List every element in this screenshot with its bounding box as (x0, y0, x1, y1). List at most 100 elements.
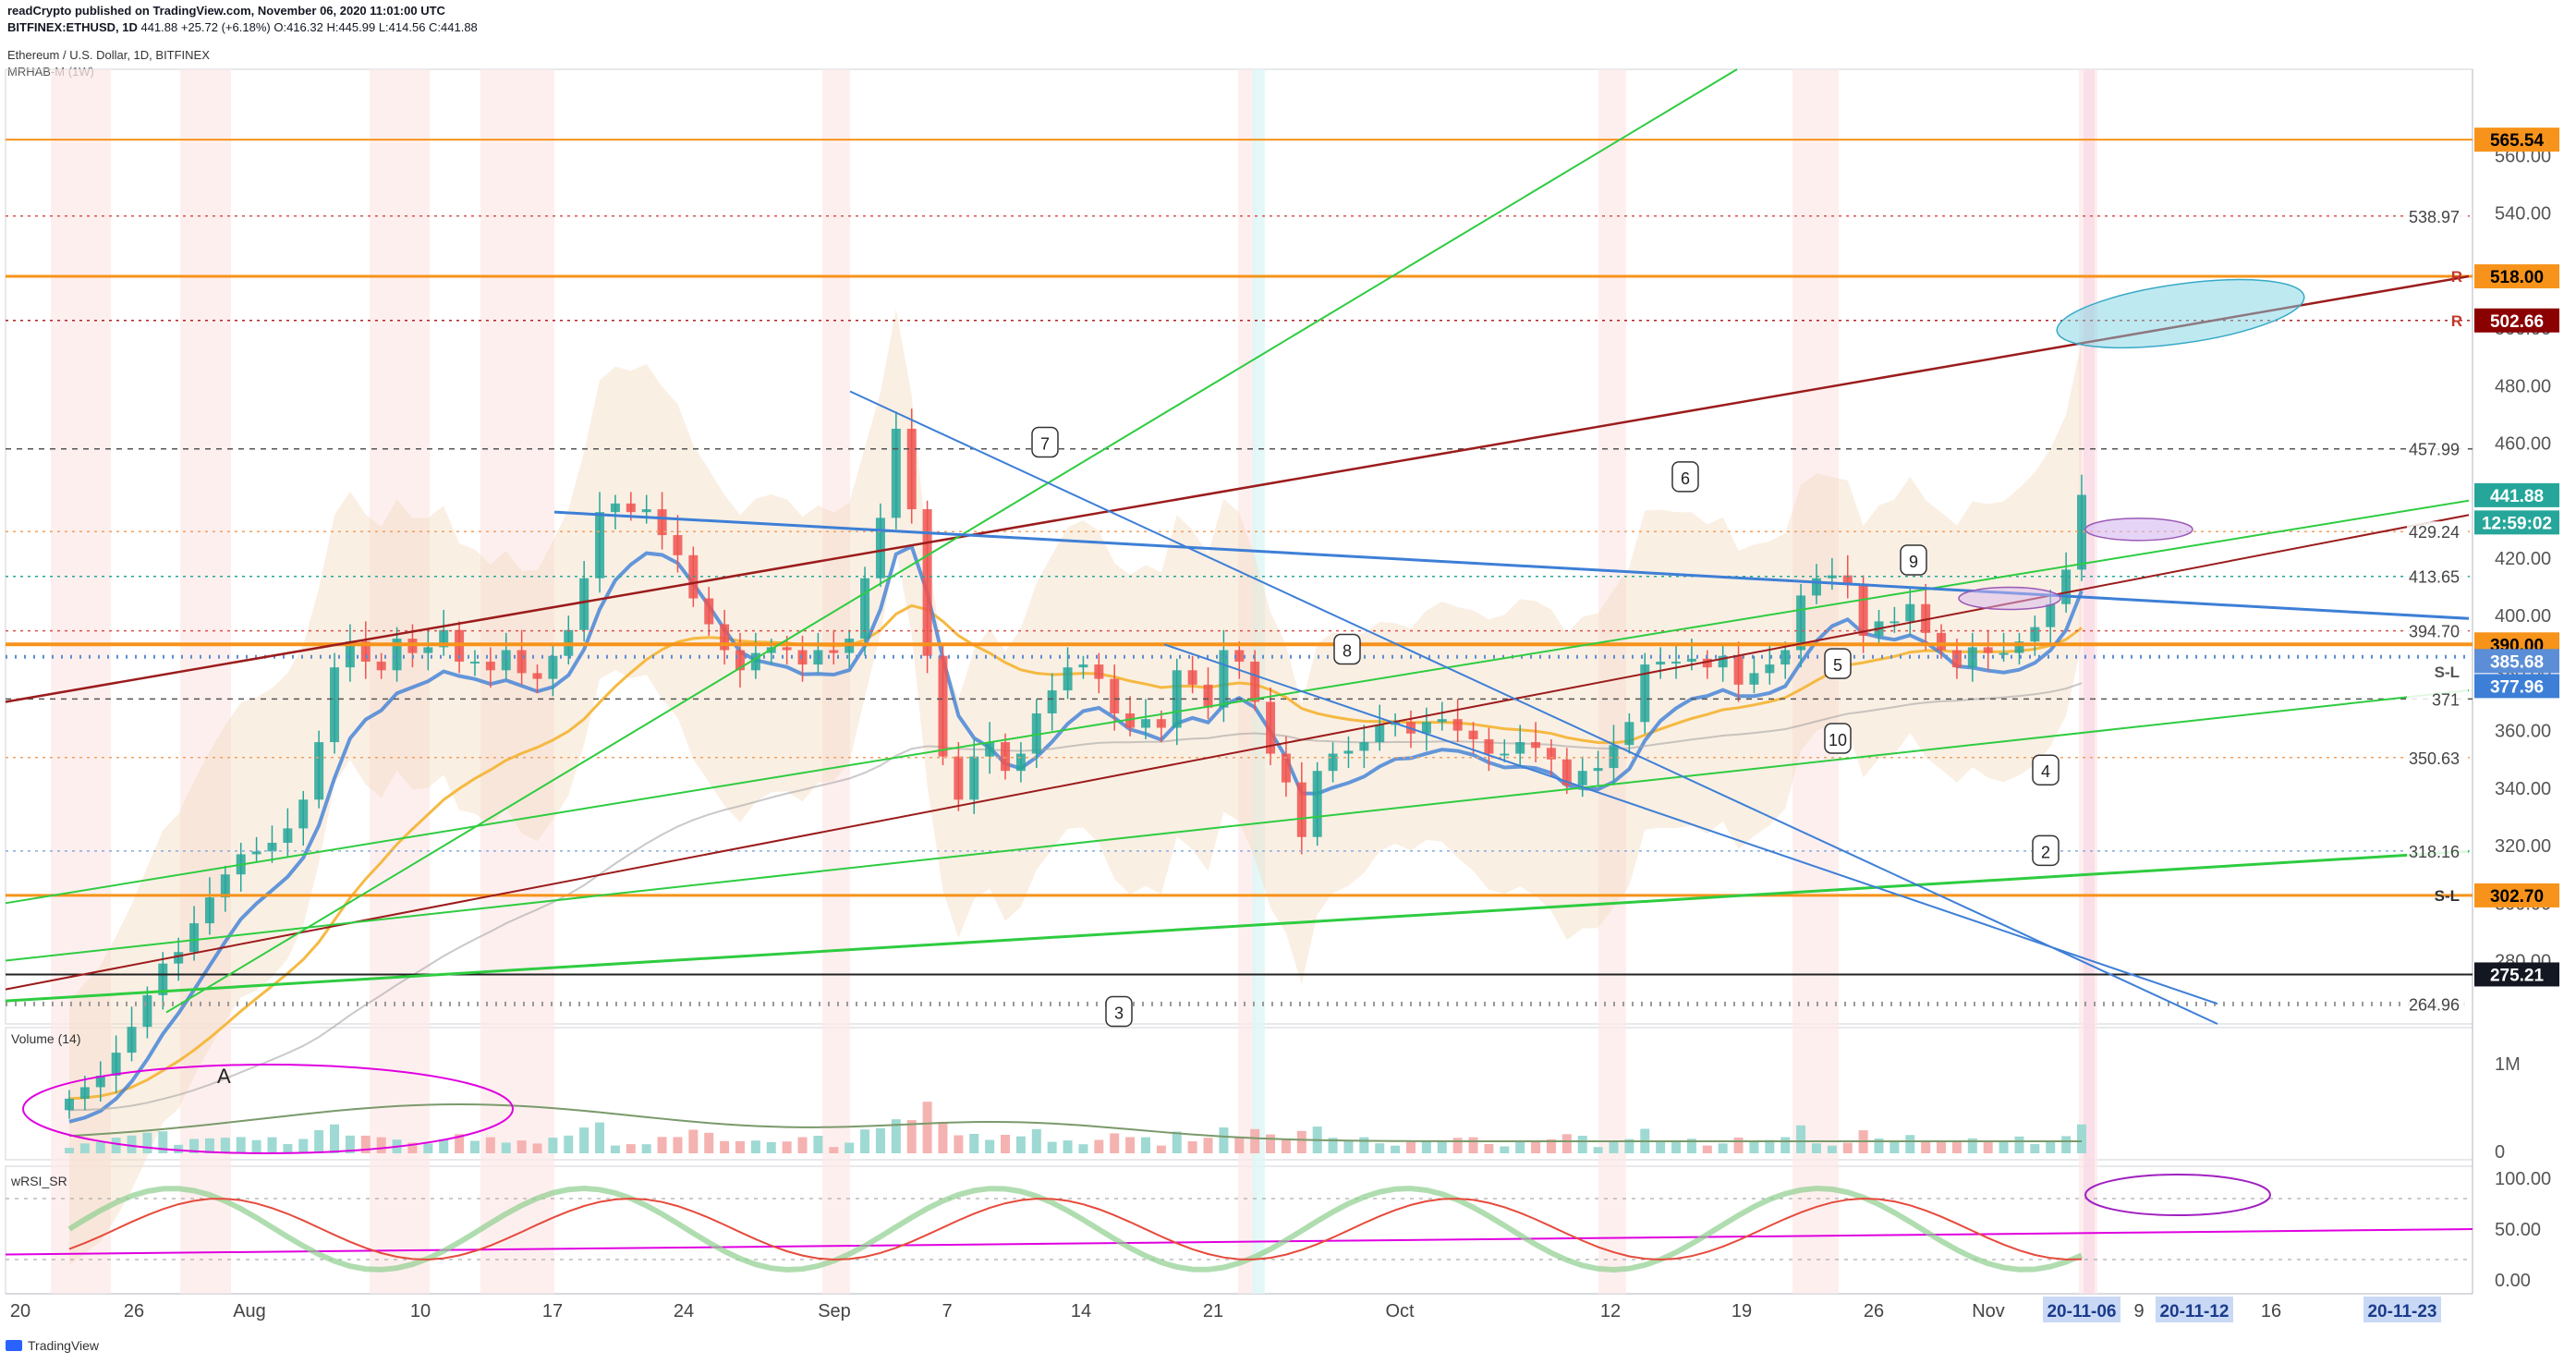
candle (1718, 644, 1728, 682)
candle (1702, 650, 1712, 679)
volume-bar (111, 1138, 121, 1153)
volume-bar (1951, 1140, 1962, 1153)
rsi-tick-label: 50.00 (2495, 1220, 2541, 1240)
rsi-pane-label: wRSI_SR (11, 1174, 67, 1188)
volume-bar (1780, 1137, 1791, 1153)
candle-body (626, 503, 636, 513)
candle (2014, 632, 2024, 665)
volume-bar (875, 1127, 885, 1153)
annotation-label: 8 (1343, 642, 1352, 661)
annotation-label: 10 (1829, 731, 1847, 749)
volume-bar (1656, 1141, 1666, 1153)
candle-body (251, 851, 261, 855)
volume-bar (906, 1120, 917, 1153)
time-axis-label: 20 (10, 1301, 30, 1321)
candle-body (220, 874, 230, 898)
candle-body (1281, 753, 1291, 783)
volume-bar (564, 1135, 574, 1153)
candle (1452, 699, 1463, 743)
candle (829, 629, 839, 665)
trendline-green-3 (5, 849, 2470, 1003)
candle-body (1609, 745, 1619, 769)
highlight-band (822, 69, 850, 1294)
footer[interactable]: TradingView (6, 1338, 99, 1353)
target-ellipse-purple (2084, 518, 2193, 542)
volume-bar (750, 1140, 760, 1153)
volume-bar (174, 1144, 184, 1153)
candle-body (423, 647, 433, 653)
time-axis-label: 7 (942, 1301, 952, 1321)
volume-bar (1593, 1147, 1603, 1153)
candle-body (720, 624, 730, 651)
candle-body (1359, 742, 1369, 751)
volume-bar (1874, 1139, 1884, 1153)
candle-body (1561, 759, 1572, 786)
volume-bar (1468, 1137, 1478, 1153)
volume-bar (1219, 1127, 1229, 1153)
candle (1858, 575, 1868, 653)
candle (220, 865, 230, 912)
candle (127, 1006, 137, 1062)
candle (330, 652, 340, 754)
trendline-maroon-1 (5, 274, 2470, 703)
volume-bar (860, 1129, 870, 1153)
candle-body (283, 828, 293, 843)
level-tag: R (2451, 268, 2462, 286)
price-tag-box (2474, 308, 2559, 333)
candle (813, 632, 823, 674)
candle (345, 624, 355, 682)
volume-bar (516, 1140, 527, 1153)
candle (906, 408, 917, 524)
candle (1640, 652, 1650, 734)
candle (1671, 644, 1682, 679)
candle-body (267, 842, 277, 852)
candle-body (875, 518, 885, 578)
highlight-band (480, 69, 554, 1294)
volume-bar (189, 1139, 200, 1153)
volume-bar (79, 1143, 90, 1153)
candle (314, 730, 324, 809)
highlight-band-pink (2084, 69, 2095, 1294)
candle (1905, 587, 1915, 636)
candle (704, 587, 714, 636)
volume-bar (1156, 1145, 1166, 1153)
candle (1140, 699, 1150, 739)
price-tag-label: 12:59:02 (2482, 514, 2552, 533)
volume-bar (1375, 1143, 1385, 1153)
candle (65, 1090, 74, 1119)
candle (875, 503, 885, 588)
time-axis-label: 12 (1600, 1301, 1621, 1321)
volume-bar (2046, 1140, 2056, 1153)
time-axis-label: 19 (1732, 1301, 1752, 1321)
candle (1468, 722, 1478, 754)
volume-bar (1609, 1140, 1619, 1153)
candle-body (127, 1027, 137, 1053)
candle (1796, 583, 1806, 668)
bollinger-cloud (69, 309, 2082, 1266)
volume-bar (1671, 1140, 1682, 1153)
candle-body (735, 650, 745, 671)
volume-bar (548, 1138, 558, 1153)
candle-body (1312, 771, 1322, 837)
volume-bar (1967, 1138, 1977, 1153)
price-label-bg (2407, 993, 2468, 1015)
price-tag-label: 565.54 (2490, 131, 2545, 151)
candle-body (1733, 655, 1744, 685)
volume-bar (1452, 1138, 1463, 1153)
time-axis-label: 10 (410, 1301, 431, 1321)
price-tick-label: 360.00 (2495, 722, 2551, 742)
candle (1983, 629, 1993, 671)
candle (1749, 655, 1759, 694)
candle-body (1531, 742, 1541, 749)
time-axis-label: 20-11-06 (2047, 1302, 2116, 1321)
candle (1047, 673, 1057, 731)
candle (1156, 710, 1166, 743)
candle-body (79, 1087, 90, 1099)
price-tick-label: 540.00 (2495, 204, 2551, 225)
rsi-tick-label: 100.00 (2495, 1169, 2551, 1189)
candle (95, 1061, 105, 1102)
time-axis-label: 9 (2133, 1301, 2144, 1321)
time-axis-label: 26 (124, 1301, 144, 1321)
candle (1593, 750, 1603, 786)
